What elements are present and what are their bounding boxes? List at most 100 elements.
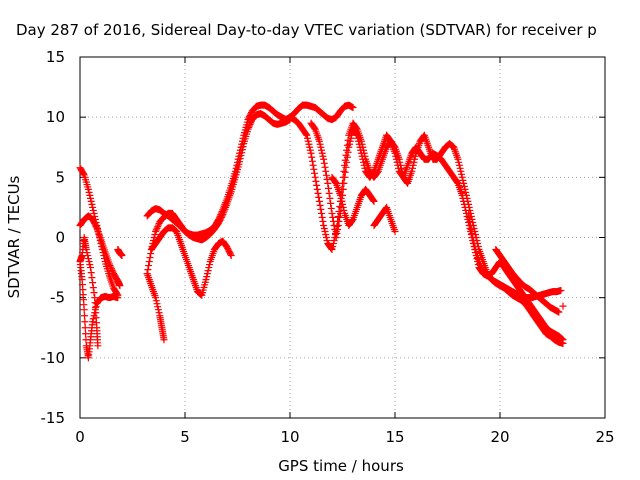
data-point [87, 194, 94, 202]
data-point [90, 209, 98, 217]
y-tick-label: 15 [46, 48, 65, 66]
data-point [86, 261, 94, 269]
data-point [203, 273, 211, 281]
series-track-12 [328, 173, 378, 229]
data-point [558, 335, 566, 343]
series-track-13 [370, 203, 399, 235]
series-track-9 [147, 224, 235, 299]
data-point [245, 124, 253, 132]
data-point [320, 155, 328, 163]
data-point [460, 200, 468, 208]
data-point [227, 252, 235, 260]
data-point [308, 157, 316, 165]
chart-title: Day 287 of 2016, Sidereal Day-to-day VTE… [16, 21, 597, 39]
data-point [455, 161, 463, 169]
data-point [237, 152, 245, 160]
data-point [317, 205, 325, 213]
data-point [315, 193, 323, 201]
x-tick-label: 15 [385, 428, 404, 446]
data-point [146, 254, 154, 262]
data-point [360, 161, 368, 169]
data-point [357, 146, 365, 154]
data-point [458, 173, 466, 181]
data-point [369, 196, 377, 204]
data-point [94, 342, 102, 350]
data-point [310, 165, 318, 173]
data-point [160, 336, 168, 344]
data-point [468, 229, 476, 237]
data-point [304, 137, 312, 145]
data-point [466, 224, 474, 232]
data-point [116, 282, 124, 290]
data-point [345, 143, 353, 151]
data-point [218, 212, 226, 220]
data-point [236, 155, 244, 163]
data-point [410, 158, 418, 166]
data-point [462, 188, 470, 196]
data-point [105, 260, 113, 268]
data-point [457, 167, 465, 175]
data-point [303, 131, 311, 139]
data-point [153, 224, 161, 232]
data-point [84, 185, 92, 193]
data-point [340, 206, 348, 214]
data-point [329, 243, 337, 251]
data-point [357, 149, 365, 157]
y-tick-labels: -15 -10 -5 0 5 10 15 [41, 48, 66, 427]
data-point [314, 189, 322, 197]
data-point [83, 249, 91, 257]
data-point [329, 213, 337, 221]
data-point [341, 173, 349, 181]
data-point [327, 199, 335, 207]
data-point [84, 255, 92, 263]
data-point [467, 221, 475, 229]
data-point [472, 249, 480, 257]
data-point [317, 143, 325, 151]
data-point [88, 274, 96, 282]
data-point [395, 164, 402, 172]
data-point [322, 167, 330, 175]
data-point [88, 200, 96, 208]
data-point [559, 302, 567, 310]
data-point [152, 227, 160, 235]
data-point [311, 124, 318, 132]
data-point [155, 309, 163, 317]
data-point [312, 177, 320, 185]
data-point [319, 217, 327, 225]
data-point [335, 217, 343, 225]
y-tick-label: 5 [55, 168, 65, 186]
data-point [359, 155, 367, 163]
data-point [245, 122, 253, 130]
data-point [323, 237, 331, 245]
data-point [559, 336, 567, 344]
data-point [322, 230, 330, 238]
data-point [324, 179, 332, 187]
data-point [107, 263, 115, 271]
data-point [353, 131, 361, 139]
data-point [322, 234, 330, 241]
data-point [205, 264, 213, 272]
series-track-4 [76, 234, 102, 350]
data-point [154, 223, 162, 231]
data-point [87, 269, 95, 277]
y-axis-label: SDTVAR / TECUs [5, 175, 23, 298]
data-point [455, 158, 463, 166]
series-track-8 [143, 270, 168, 344]
series-track-3 [76, 258, 122, 362]
data-point [333, 229, 341, 237]
data-point [81, 324, 89, 332]
data-point [151, 230, 159, 238]
y-tick-label: -5 [50, 289, 65, 307]
data-point [320, 159, 328, 167]
data-point [456, 164, 464, 172]
data-point [306, 143, 314, 151]
data-point [114, 294, 122, 302]
data-point [354, 134, 362, 142]
data-point [316, 201, 324, 209]
data-point [154, 303, 162, 311]
data-point [369, 168, 377, 176]
data-point [353, 130, 360, 138]
data-point [315, 137, 323, 145]
data-point [459, 176, 467, 184]
data-point [557, 286, 565, 294]
